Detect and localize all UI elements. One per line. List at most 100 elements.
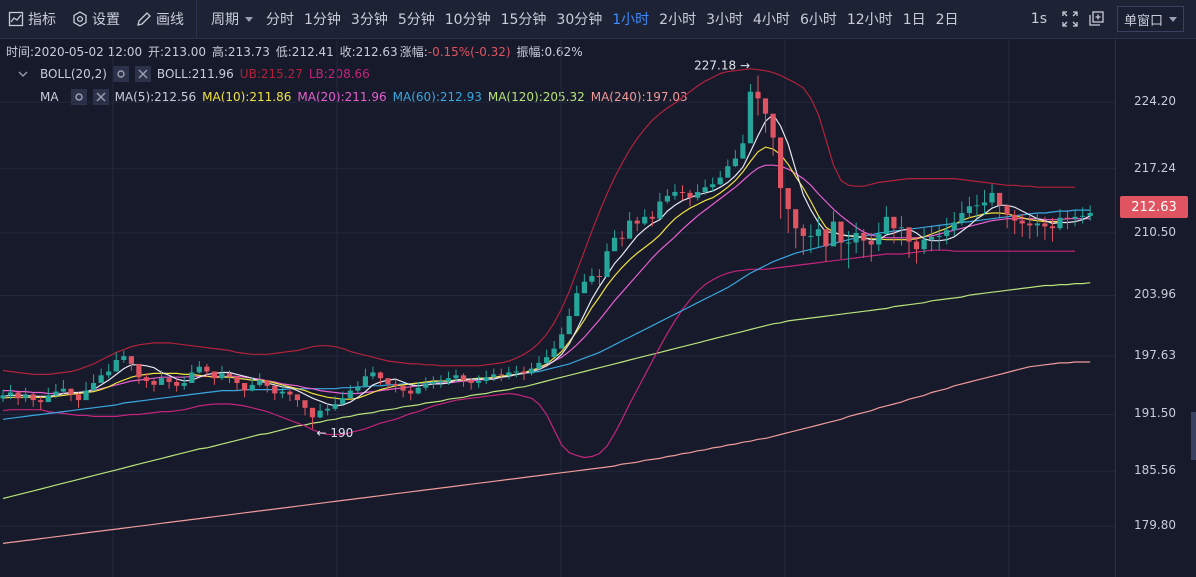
candle-body [309, 407, 316, 418]
period-tab[interactable]: 1分钟 [304, 12, 341, 28]
draw-button[interactable]: 画线 [128, 0, 192, 38]
candle-body [664, 195, 670, 202]
boll-ub-value: UB:215.27 [239, 67, 303, 81]
indicators-label: 指标 [28, 12, 56, 28]
boll-close-button[interactable] [134, 66, 151, 82]
candle-body [38, 400, 44, 403]
candle-body [136, 363, 142, 378]
candle-body [808, 235, 814, 237]
candle-body [1027, 223, 1033, 226]
collapse-icon[interactable] [18, 69, 28, 79]
candle-body [679, 192, 686, 193]
axis-scroll-handle[interactable] [1191, 412, 1196, 460]
period-tab[interactable]: 2小时 [659, 12, 697, 28]
info-high: 高:213.73 [211, 45, 270, 59]
candle-body [113, 360, 119, 372]
candle-body [921, 239, 927, 250]
settings-button[interactable]: 设置 [64, 0, 128, 38]
period-tab[interactable]: 4小时 [753, 12, 790, 28]
candle-body [566, 316, 572, 335]
period-tab[interactable]: 1小时 [612, 12, 650, 28]
candle-body [793, 209, 799, 229]
boll-name: BOLL(20,2) [40, 67, 107, 81]
candle-body [385, 378, 391, 384]
candle-body [279, 391, 285, 394]
candle-body [974, 205, 980, 207]
candle-body [45, 395, 51, 403]
candle-body [1065, 217, 1071, 219]
caret-down-icon [245, 16, 253, 22]
candle-body [219, 373, 225, 379]
candle-body [823, 229, 829, 247]
boll-lb-value: LB:208.66 [308, 67, 370, 81]
candle-body [619, 237, 625, 239]
candle-body [340, 398, 346, 404]
candle-body [989, 192, 995, 203]
candle-body [868, 240, 874, 245]
ma-name: MA [40, 90, 59, 104]
gear-icon [117, 70, 125, 78]
price-chart[interactable]: 227.18 → ← 190 [0, 38, 1115, 577]
period-tab[interactable]: 分时 [266, 12, 294, 28]
candle-body [611, 237, 618, 252]
candle-body [226, 373, 233, 377]
ma20-value: MA(20):211.96 [297, 90, 387, 104]
period-tab[interactable]: 6小时 [799, 12, 837, 28]
candle-body [1072, 216, 1078, 219]
candle-body [377, 372, 384, 379]
period-tab[interactable]: 1日 [902, 12, 926, 28]
info-change-value: -0.15%(-0.32) [427, 45, 511, 59]
period-tab[interactable]: 15分钟 [500, 12, 547, 28]
window-mode-select[interactable]: 单窗口 [1116, 6, 1184, 32]
period-tab[interactable]: 3小时 [706, 12, 744, 28]
candle-body [1012, 214, 1018, 221]
ma120-line [2, 282, 1091, 500]
period-tab[interactable]: 30分钟 [556, 12, 603, 28]
price-tick-label: 179.80 [1134, 518, 1176, 533]
candle-body [143, 377, 149, 381]
period-tab[interactable]: 12小时 [846, 12, 893, 28]
candle-body [294, 394, 300, 401]
period-tab[interactable]: 5分钟 [397, 12, 435, 28]
candle-body [702, 187, 708, 192]
ma-settings-button[interactable] [70, 89, 87, 105]
candle-body [815, 229, 821, 236]
period-label: 周期 [211, 12, 239, 28]
candle-body [491, 374, 497, 378]
indicators-button[interactable]: 指标 [0, 0, 64, 38]
period-tab[interactable]: 10分钟 [444, 12, 491, 28]
candle-body [861, 233, 867, 241]
candle-body [483, 377, 489, 381]
candle-body [302, 400, 308, 408]
candle-body [695, 192, 701, 198]
candle-body [196, 366, 202, 373]
ma240-value: MA(240):197.03 [590, 90, 688, 104]
candle-body [106, 371, 112, 376]
candle-body [476, 381, 482, 383]
refresh-rate[interactable]: 1s [1030, 11, 1047, 27]
candle-body [1034, 223, 1040, 226]
info-close: 收:212.63 [339, 45, 398, 59]
candle-body [453, 375, 459, 379]
period-tab[interactable]: 2日 [935, 12, 959, 28]
period-tab[interactable]: 3分钟 [350, 12, 388, 28]
candle-body [408, 390, 414, 394]
add-window-button[interactable] [1085, 8, 1107, 30]
candle-body [710, 184, 716, 188]
boll-settings-button[interactable] [112, 66, 129, 82]
ma-close-button[interactable] [92, 89, 109, 105]
candle-body [1019, 220, 1025, 224]
candle-body [981, 202, 988, 206]
period-dropdown[interactable]: 周期 [201, 9, 261, 29]
fullscreen-icon [1062, 11, 1078, 27]
candle-body [249, 384, 255, 391]
fullscreen-button[interactable] [1059, 8, 1081, 30]
candle-body [60, 388, 66, 392]
candle-body [944, 230, 950, 236]
boll-ub-line [2, 68, 1076, 375]
candle-body [838, 221, 844, 243]
candle-body [687, 192, 693, 198]
boll-legend: BOLL(20,2) BOLL:211.96 UB:215.27 LB:208.… [18, 66, 370, 82]
candle-body [521, 371, 527, 374]
candle-body [362, 376, 368, 387]
